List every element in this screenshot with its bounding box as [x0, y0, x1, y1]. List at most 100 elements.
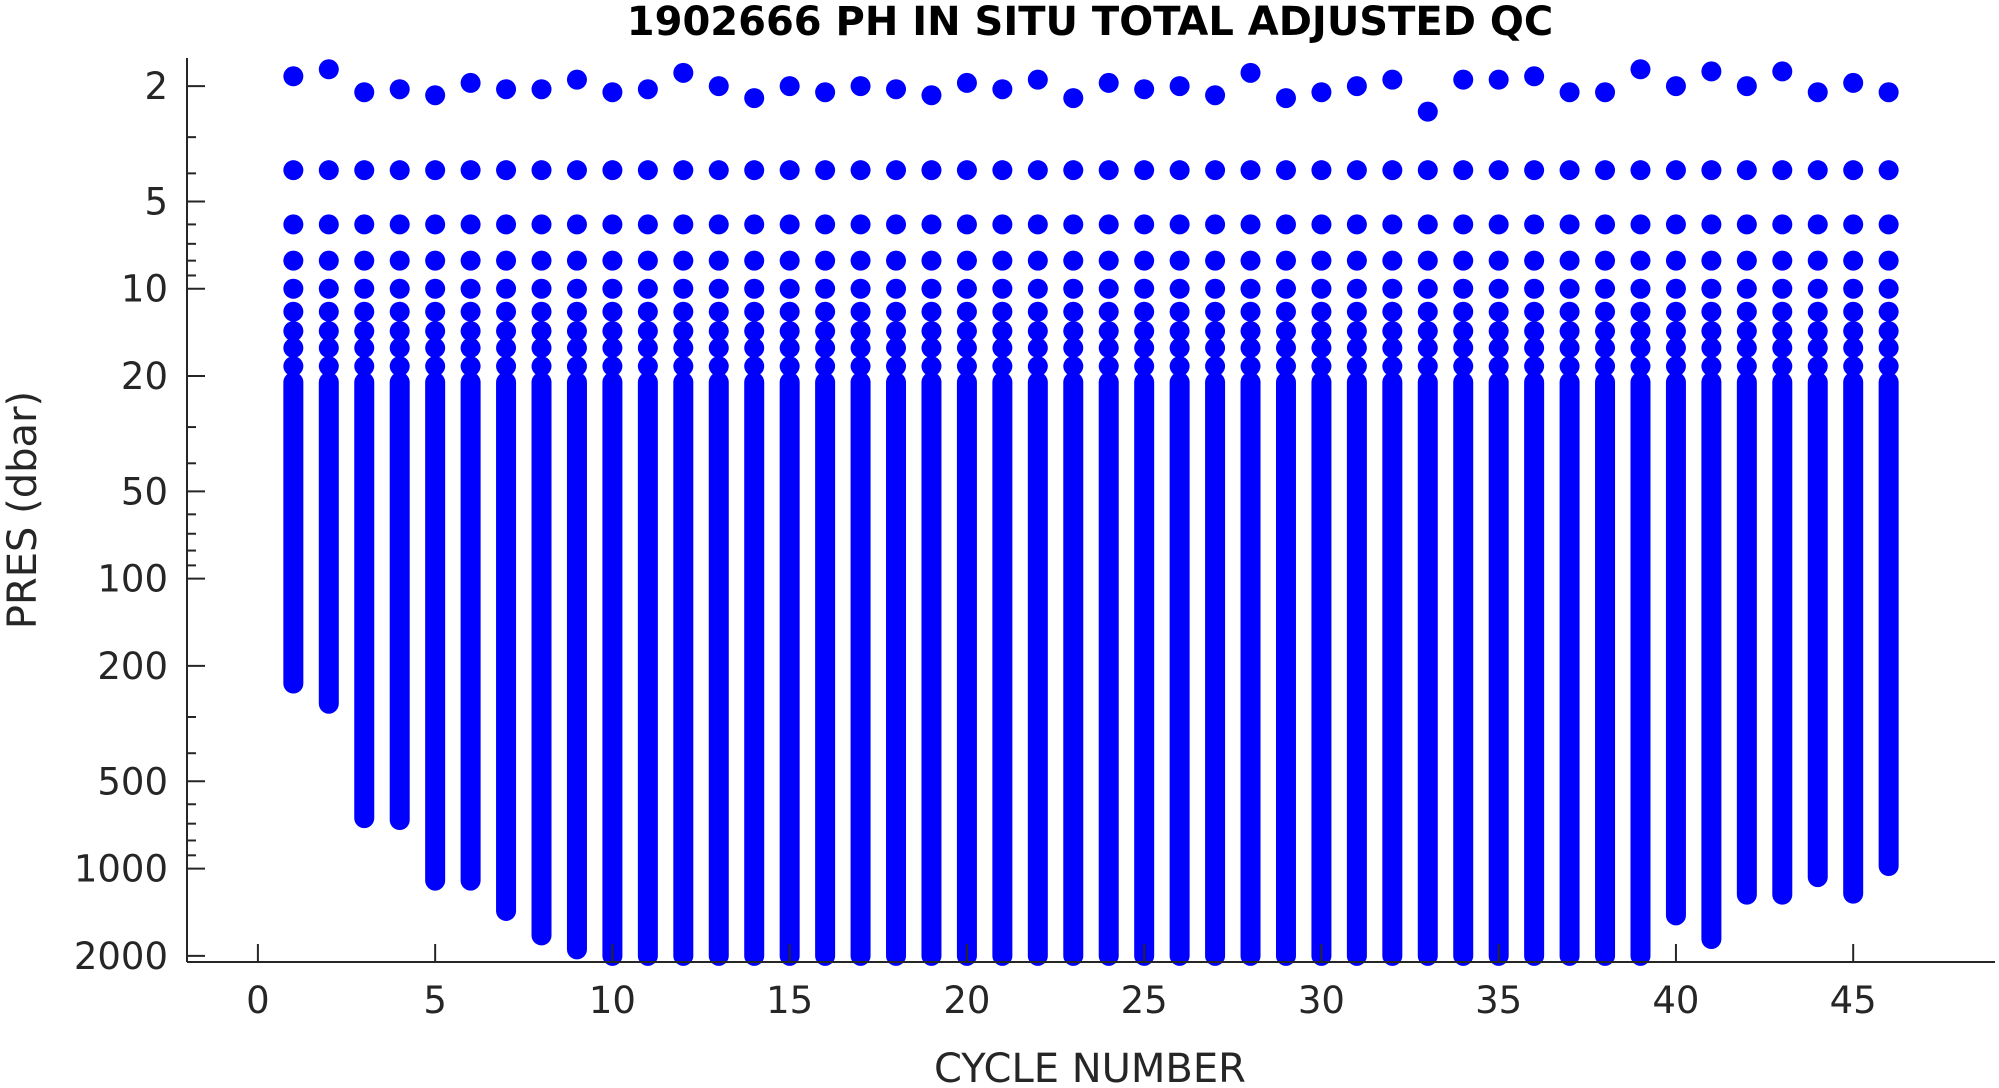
data-point: [1736, 214, 1757, 235]
data-point: [1630, 301, 1651, 322]
profile-cycle-27: [1205, 85, 1226, 966]
data-point: [708, 214, 729, 235]
data-point: [1417, 101, 1438, 122]
data-point: [1559, 214, 1580, 235]
data-point: [1311, 82, 1332, 103]
data-point: [637, 321, 658, 342]
data-point: [637, 301, 658, 322]
data-point: [389, 278, 410, 299]
data-point: [354, 337, 375, 358]
data-point: [1878, 82, 1899, 103]
data-point: [1417, 160, 1438, 181]
profile-cycle-22: [1027, 69, 1048, 966]
data-point: [1098, 356, 1119, 377]
data-point: [1701, 337, 1722, 358]
profile-cycle-2: [318, 59, 339, 714]
data-point: [1843, 356, 1864, 377]
data-point: [1453, 337, 1474, 358]
data-point: [1453, 301, 1474, 322]
data-point: [1665, 76, 1686, 97]
data-point: [1417, 214, 1438, 235]
profile-cycle-16: [815, 82, 836, 966]
profile-cycle-14: [744, 88, 765, 966]
profile-cycle-42: [1736, 76, 1757, 905]
data-point: [815, 301, 836, 322]
data-point: [637, 214, 658, 235]
data-point: [1878, 278, 1899, 299]
data-point: [1630, 214, 1651, 235]
data-point: [1205, 160, 1226, 181]
data-point: [1134, 321, 1155, 342]
data-point: [1134, 356, 1155, 377]
data-point: [1382, 160, 1403, 181]
x-tick-label: 10: [589, 979, 636, 1022]
data-point: [1559, 337, 1580, 358]
x-tick-label: 30: [1298, 979, 1345, 1022]
data-point: [1878, 356, 1899, 377]
data-point: [1063, 301, 1084, 322]
data-point: [1382, 337, 1403, 358]
data-point: [1488, 301, 1509, 322]
data-point: [1311, 160, 1332, 181]
data-point: [1169, 356, 1190, 377]
data-point: [1772, 337, 1793, 358]
data-point: [1772, 321, 1793, 342]
data-point: [1736, 321, 1757, 342]
data-point: [531, 214, 552, 235]
data-point: [1701, 356, 1722, 377]
data-point: [531, 278, 552, 299]
profile-cycle-44: [1807, 82, 1828, 888]
data-point: [850, 278, 871, 299]
data-point: [602, 214, 623, 235]
data-point: [921, 356, 942, 377]
profile-cycle-40: [1665, 76, 1686, 926]
profile-cycle-25: [1134, 79, 1155, 966]
data-point: [1205, 337, 1226, 358]
data-point: [744, 278, 765, 299]
data-point: [1169, 160, 1190, 181]
data-point: [1453, 356, 1474, 377]
profile-cycle-37: [1559, 82, 1580, 966]
data-point: [531, 356, 552, 377]
data-point: [1311, 214, 1332, 235]
data-point: [1346, 250, 1367, 271]
profile-cycle-33: [1417, 101, 1438, 966]
data-point: [1027, 356, 1048, 377]
data-point: [1240, 62, 1261, 83]
data-point: [1063, 160, 1084, 181]
data-point: [1843, 250, 1864, 271]
data-point: [1736, 76, 1757, 97]
profile-cycle-45: [1843, 72, 1864, 904]
data-point: [496, 356, 517, 377]
data-point: [354, 250, 375, 271]
data-point: [1630, 278, 1651, 299]
profile-cycle-32: [1382, 69, 1403, 966]
data-point: [1843, 278, 1864, 299]
data-point: [956, 301, 977, 322]
data-point: [779, 214, 800, 235]
data-point: [1382, 214, 1403, 235]
data-point: [1665, 321, 1686, 342]
data-point: [779, 76, 800, 97]
data-point: [566, 356, 587, 377]
data-point: [1843, 160, 1864, 181]
data-point: [1843, 214, 1864, 235]
data-point: [425, 337, 446, 358]
data-point: [779, 250, 800, 271]
data-point: [1665, 337, 1686, 358]
data-point: [815, 321, 836, 342]
data-point: [779, 160, 800, 181]
data-point: [1524, 356, 1545, 377]
data-point: [673, 62, 694, 83]
data-point: [425, 301, 446, 322]
data-point: [1063, 250, 1084, 271]
data-point: [1134, 79, 1155, 100]
data-point: [1169, 76, 1190, 97]
data-point: [850, 250, 871, 271]
data-point: [602, 278, 623, 299]
profile-cycle-1: [283, 66, 304, 694]
data-point: [1488, 337, 1509, 358]
profile-cycle-43: [1772, 61, 1793, 905]
data-point: [850, 160, 871, 181]
data-point: [637, 160, 658, 181]
